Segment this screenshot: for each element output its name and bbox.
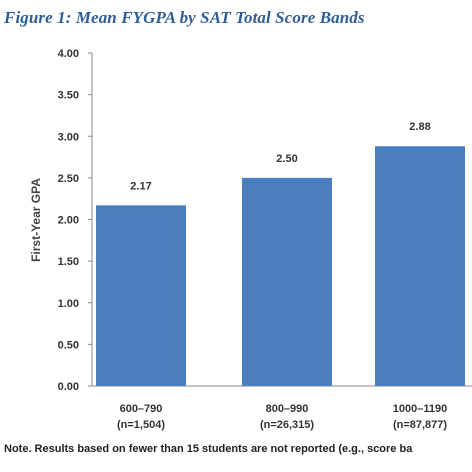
data-labels: 2.17 2.50 2.88 [130, 121, 430, 192]
category-labels: 600–790 (n=1,504) 800–990 (n=26,315) 1000–11… [117, 403, 447, 431]
bar [96, 205, 186, 386]
y-tick-label: 4.00 [58, 48, 79, 60]
y-tick-label: 2.00 [58, 215, 79, 227]
category-count-label: (n=1,504) [117, 419, 165, 431]
category-count-label: (n=26,315) [260, 419, 314, 431]
y-axis-ticks: 0.00 0.50 1.00 1.50 2.00 2.50 3.00 3.50 4.00 [58, 48, 92, 393]
y-axis-title: First-Year GPA [29, 178, 43, 262]
y-tick-label: 1.50 [58, 256, 79, 268]
y-tick-label: 0.00 [58, 381, 79, 393]
category-count-label: (n=87,877) [393, 419, 447, 431]
y-tick-label: 3.50 [58, 90, 79, 102]
bar [375, 146, 465, 386]
y-tick-label: 1.00 [58, 298, 79, 310]
bar [242, 177, 332, 386]
data-label: 2.88 [409, 121, 430, 133]
y-tick-label: 3.00 [58, 131, 79, 143]
category-label: 800–990 [266, 403, 309, 415]
figure-title: Figure 1: Mean FYGPA by SAT Total Score … [4, 8, 365, 27]
y-tick-label: 2.50 [58, 173, 79, 185]
category-label: 600–790 [120, 403, 163, 415]
bar-series [96, 146, 465, 386]
category-label: 1000–1190 [393, 403, 447, 415]
data-label: 2.50 [276, 153, 297, 165]
footnote: Note. Results based on fewer than 15 stu… [4, 443, 413, 455]
y-tick-label: 0.50 [58, 339, 79, 351]
data-label: 2.17 [130, 180, 151, 192]
